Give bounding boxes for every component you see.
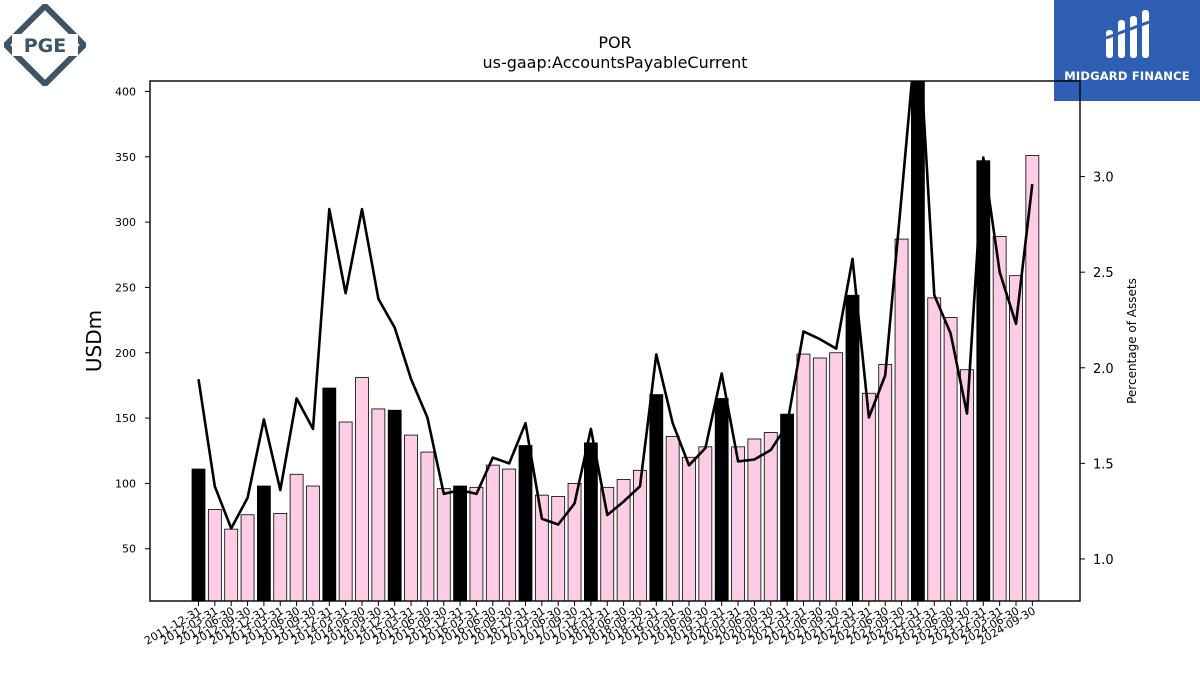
bar-2024-03-31 — [992, 236, 1007, 602]
bar-2012-12-31 — [256, 485, 271, 602]
bar-2014-12-31 — [387, 409, 402, 602]
bar-2016-09-30 — [502, 468, 517, 602]
y2-axis-label: Percentage of Assets — [1125, 278, 1139, 404]
bar-2017-06-30 — [551, 496, 566, 602]
chart-title: POR — [598, 33, 632, 52]
percentage-of-assets-line — [197, 81, 1034, 530]
bar-2022-06-30 — [878, 364, 893, 602]
bar-2021-06-30 — [812, 357, 827, 602]
bar-2018-12-31 — [649, 394, 664, 602]
pge-logo: PGE — [4, 4, 86, 86]
midgard-finance-text: MIDGARD FINANCE — [1064, 69, 1190, 83]
y-tick-label-300: 300 — [115, 216, 136, 229]
bar-2016-06-30 — [485, 464, 500, 602]
bar-2021-12-31 — [845, 294, 860, 602]
y2-tick-label-2: 2.0 — [1093, 362, 1114, 377]
bar-2016-03-31 — [469, 486, 484, 602]
bar-2012-03-31 — [207, 509, 222, 602]
y-axis-label: USDm — [82, 310, 106, 372]
bar-2016-12-31 — [518, 445, 533, 602]
y2-tick-label-2.5: 2.5 — [1093, 266, 1114, 281]
bar-2014-03-31 — [338, 421, 353, 602]
y-tick-label-350: 350 — [115, 151, 136, 164]
bar-2013-09-30 — [306, 485, 320, 602]
y-tick-label-200: 200 — [115, 347, 136, 360]
bar-2020-03-31 — [731, 446, 745, 602]
bar-2022-03-31 — [861, 392, 876, 602]
bar-2021-03-31 — [796, 353, 811, 602]
bar-2012-09-30 — [240, 514, 255, 602]
bar-2011-12-31 — [191, 468, 206, 602]
y-tick-label-150: 150 — [115, 412, 136, 425]
bar-2019-06-30 — [682, 456, 696, 602]
midgard-emblem-icon — [1105, 10, 1150, 58]
bar-2018-03-31 — [600, 486, 615, 602]
y2-tick-label-1: 1.0 — [1093, 553, 1114, 568]
y2-tick-label-1.5: 1.5 — [1093, 457, 1114, 472]
y-tick-label-50: 50 — [122, 543, 136, 556]
midgard-finance-logo: MIDGARD FINANCE — [1054, 0, 1200, 101]
bar-2015-03-31 — [404, 434, 418, 602]
bar-2020-06-30 — [747, 438, 762, 602]
bar-2022-09-30 — [894, 238, 909, 602]
bar-2020-12-31 — [780, 413, 794, 602]
bar-2015-12-31 — [453, 485, 468, 602]
y2-tick-label-3: 3.0 — [1093, 171, 1114, 186]
bar-2015-06-30 — [420, 451, 435, 602]
bar-2020-09-30 — [763, 432, 778, 602]
bar-2015-09-30 — [436, 488, 451, 602]
y-tick-label-250: 250 — [115, 281, 136, 294]
y-tick-label-400: 400 — [115, 85, 136, 98]
bar-2021-09-30 — [829, 352, 844, 602]
bar-2019-09-30 — [698, 446, 713, 602]
y-tick-label-100: 100 — [115, 477, 136, 490]
bar-2019-12-31 — [714, 398, 729, 602]
pge-logo-text: PGE — [24, 35, 67, 57]
bar-2019-03-31 — [665, 435, 680, 602]
bar-2017-12-31 — [584, 442, 598, 602]
bar-2014-06-30 — [355, 377, 369, 602]
bar-2013-03-31 — [273, 513, 288, 602]
bar-2013-12-31 — [322, 387, 337, 602]
plot-frame — [149, 80, 1081, 602]
bar-2014-09-30 — [371, 408, 386, 602]
bar-2013-06-30 — [289, 473, 304, 602]
chart-subtitle: us-gaap:AccountsPayableCurrent — [482, 53, 748, 72]
bar-2012-06-30 — [224, 528, 239, 602]
bar-2023-03-31 — [927, 297, 942, 602]
bar-2022-12-31 — [911, 80, 925, 602]
